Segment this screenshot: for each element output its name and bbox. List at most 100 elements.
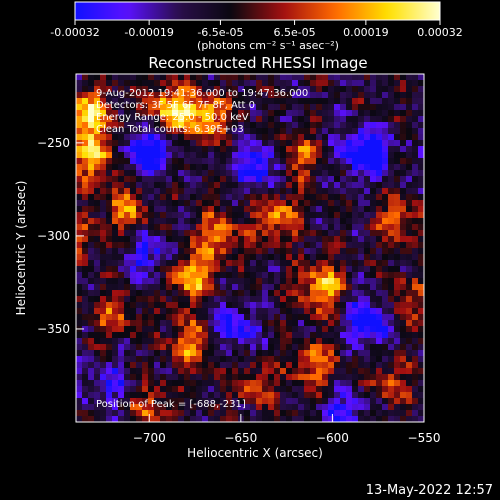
heatmap-cell: [340, 80, 347, 87]
heatmap-cell: [250, 410, 257, 417]
heatmap-cell: [154, 164, 161, 171]
heatmap-cell: [178, 224, 185, 231]
heatmap-cell: [322, 218, 329, 225]
heatmap-cell: [292, 188, 299, 195]
heatmap-cell: [196, 260, 203, 267]
heatmap-cell: [346, 386, 353, 393]
heatmap-cell: [130, 410, 137, 417]
heatmap-cell: [310, 344, 317, 351]
heatmap-cell: [316, 284, 323, 291]
heatmap-cell: [208, 326, 215, 333]
heatmap-cell: [118, 236, 125, 243]
heatmap-cell: [244, 266, 251, 273]
heatmap-cell: [328, 290, 335, 297]
heatmap-cell: [94, 344, 101, 351]
heatmap-cell: [226, 296, 233, 303]
heatmap-cell: [244, 260, 251, 267]
heatmap-cell: [256, 344, 263, 351]
heatmap-cell: [250, 134, 257, 141]
heatmap-cell: [238, 242, 245, 249]
heatmap-cell: [262, 152, 269, 159]
heatmap-cell: [262, 380, 269, 387]
heatmap-cell: [238, 104, 245, 111]
heatmap-cell: [94, 74, 101, 81]
heatmap-cell: [298, 164, 305, 171]
heatmap-cell: [184, 236, 191, 243]
heatmap-cell: [106, 110, 113, 117]
heatmap-cell: [262, 308, 269, 315]
heatmap-cell: [160, 344, 167, 351]
heatmap-cell: [316, 176, 323, 183]
heatmap-cell: [394, 218, 401, 225]
heatmap-cell: [82, 152, 89, 159]
heatmap-cell: [166, 104, 173, 111]
heatmap-cell: [268, 290, 275, 297]
heatmap-cell: [196, 380, 203, 387]
heatmap-cell: [280, 368, 287, 375]
heatmap-cell: [94, 410, 101, 417]
heatmap-cell: [412, 104, 419, 111]
heatmap-cell: [352, 284, 359, 291]
heatmap-cell: [340, 386, 347, 393]
heatmap-cell: [406, 104, 413, 111]
heatmap-cell: [358, 290, 365, 297]
heatmap-cell: [94, 194, 101, 201]
heatmap-cell: [394, 326, 401, 333]
heatmap-cell: [388, 230, 395, 237]
heatmap-cell: [388, 206, 395, 213]
heatmap-cell: [112, 182, 119, 189]
heatmap-cell: [262, 278, 269, 285]
heatmap-cell: [370, 116, 377, 123]
heatmap-cell: [154, 398, 161, 405]
heatmap-cell: [136, 116, 143, 123]
heatmap-cell: [82, 200, 89, 207]
heatmap-cell: [118, 356, 125, 363]
heatmap-cell: [88, 368, 95, 375]
heatmap-cell: [214, 116, 221, 123]
heatmap-cell: [328, 320, 335, 327]
heatmap-cell: [400, 98, 407, 105]
heatmap-cell: [310, 266, 317, 273]
heatmap-cell: [88, 284, 95, 291]
heatmap-cell: [364, 104, 371, 111]
heatmap-cell: [268, 350, 275, 357]
heatmap-cell: [352, 134, 359, 141]
heatmap-cell: [280, 206, 287, 213]
heatmap-cell: [244, 128, 251, 135]
heatmap-cell: [172, 218, 179, 225]
heatmap-cell: [334, 320, 341, 327]
heatmap-cell: [328, 212, 335, 219]
heatmap-cell: [352, 140, 359, 147]
heatmap-cell: [238, 284, 245, 291]
heatmap-cell: [256, 176, 263, 183]
heatmap-cell: [358, 74, 365, 81]
heatmap-cell: [184, 392, 191, 399]
heatmap-cell: [184, 182, 191, 189]
heatmap-cell: [130, 206, 137, 213]
heatmap-cell: [406, 158, 413, 165]
heatmap-cell: [124, 278, 131, 285]
heatmap-cell: [202, 380, 209, 387]
heatmap-cell: [166, 374, 173, 381]
heatmap-cell: [334, 248, 341, 255]
heatmap-cell: [274, 392, 281, 399]
heatmap-cell: [226, 398, 233, 405]
heatmap-cell: [364, 218, 371, 225]
heatmap-cell: [238, 182, 245, 189]
heatmap-cell: [202, 176, 209, 183]
heatmap-cell: [262, 374, 269, 381]
heatmap-cell: [304, 380, 311, 387]
heatmap-cell: [316, 302, 323, 309]
heatmap-cell: [382, 398, 389, 405]
heatmap-cell: [334, 134, 341, 141]
heatmap-cell: [208, 188, 215, 195]
heatmap-cell: [364, 356, 371, 363]
heatmap-cell: [82, 140, 89, 147]
heatmap-cell: [190, 218, 197, 225]
heatmap-cell: [340, 152, 347, 159]
heatmap-cell: [88, 242, 95, 249]
heatmap-cell: [124, 140, 131, 147]
heatmap-cell: [406, 296, 413, 303]
heatmap-cell: [250, 224, 257, 231]
heatmap-cell: [370, 206, 377, 213]
